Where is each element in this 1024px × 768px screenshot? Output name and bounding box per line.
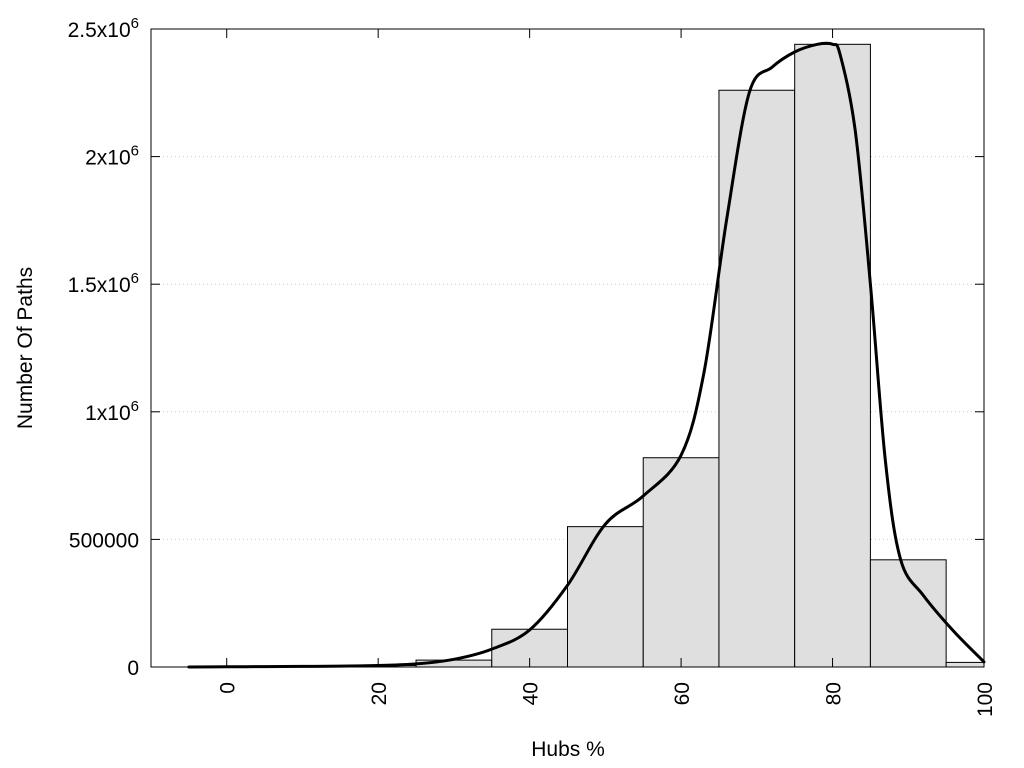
y-tick-label: 500000: [69, 529, 139, 552]
y-tick-label: 2x106: [85, 143, 139, 170]
y-axis-title: Number Of Paths: [14, 267, 37, 429]
histogram-bar: [567, 526, 644, 668]
axis-ticks: [151, 28, 985, 668]
y-tick-label: 2.5x106: [68, 15, 139, 42]
histogram-bar: [642, 457, 720, 668]
histogram-bar: [718, 89, 796, 668]
x-axis-title: Hubs %: [531, 738, 605, 761]
x-tick-labels: 0 20 40 60 80 100: [217, 682, 997, 717]
x-tick-label: 100: [974, 682, 997, 717]
x-tick-label: 80: [823, 682, 846, 705]
histogram-bars: [188, 43, 985, 668]
histogram-bar: [945, 661, 985, 668]
y-tick-label: 1.5x106: [68, 270, 139, 297]
x-tick-label: 0: [217, 682, 240, 694]
histogram-bar: [794, 43, 871, 668]
y-tick-label: 0: [127, 657, 139, 680]
x-tick-label: 20: [368, 682, 391, 705]
x-tick-label: 40: [520, 682, 543, 705]
x-tick-label: 60: [671, 682, 694, 705]
y-tick-labels: 0 500000 1x106 1.5x106 2x106 2.5x106: [68, 15, 139, 680]
y-tick-label: 1x106: [85, 398, 139, 425]
plot-frame: [150, 28, 985, 668]
